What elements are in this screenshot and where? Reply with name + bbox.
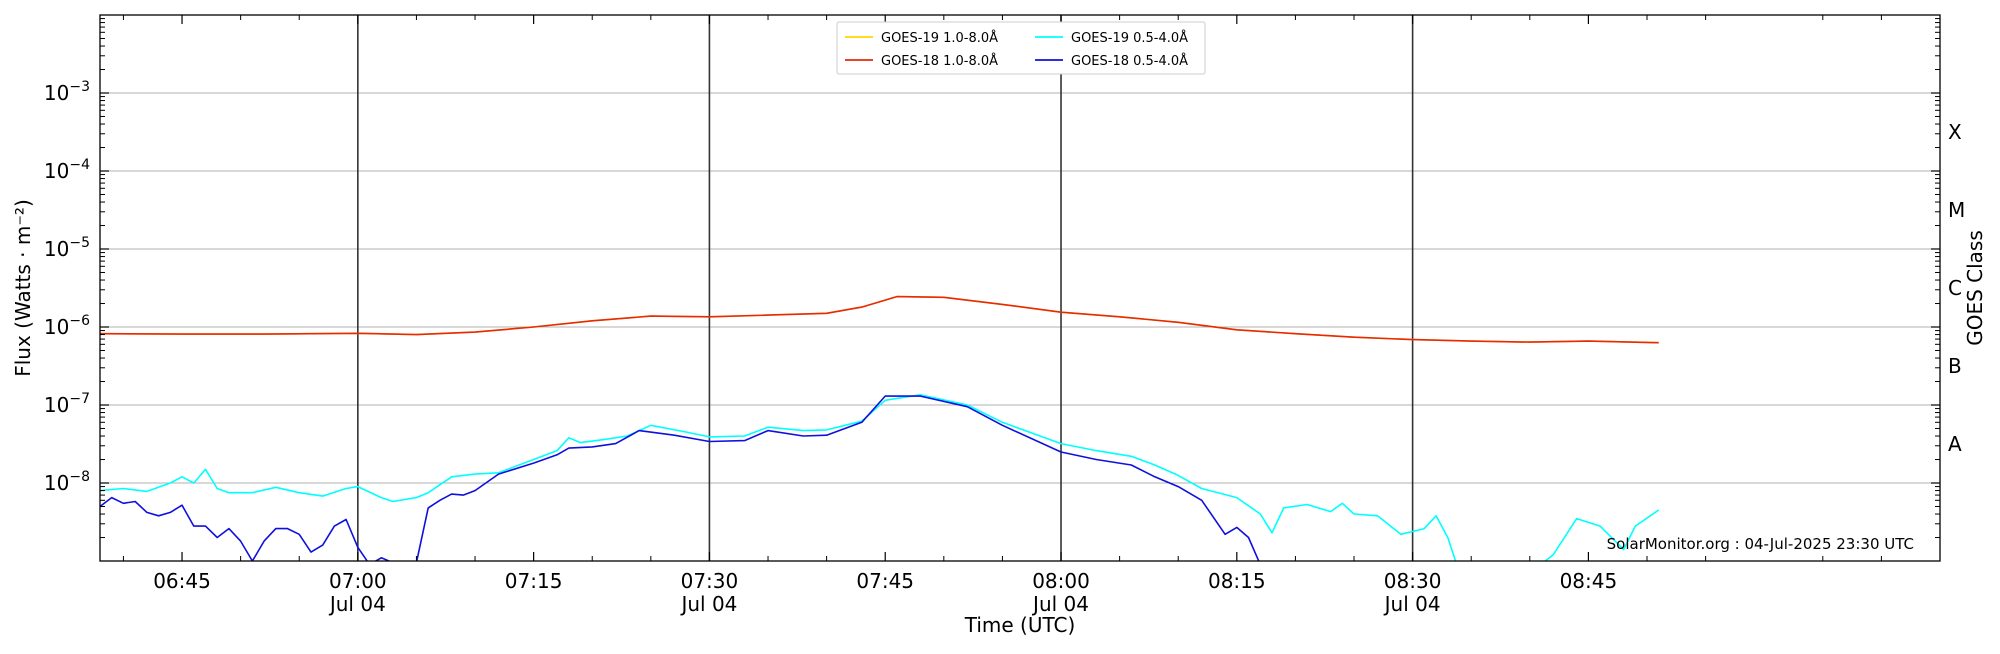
x-tick-label: 07:45 [856, 569, 914, 593]
y-axis-title: Flux (Watts · m⁻²) [11, 199, 35, 377]
x-tick-label: 07:00 [329, 569, 387, 593]
series-line-4 [100, 395, 1260, 561]
x-tick-label: 06:45 [153, 569, 211, 593]
x-tick-date-label: Jul 04 [679, 592, 737, 616]
legend-label: GOES-19 0.5-4.0Å [1071, 30, 1188, 46]
goes-class-label-a: A [1948, 432, 1962, 456]
y-tick-label: 10−5 [44, 235, 90, 261]
x-tick-label: 08:00 [1032, 569, 1090, 593]
goes-class-label-c: C [1948, 276, 1962, 300]
x-tick-date-label: Jul 04 [328, 592, 386, 616]
date-vertical-lines [357, 15, 1414, 561]
x-tick-label: 08:30 [1384, 569, 1442, 593]
goes-class-label-m: M [1948, 198, 1965, 222]
y-tick-label: 10−3 [44, 79, 90, 105]
grid-lines [100, 92, 1940, 484]
legend-box [836, 21, 1206, 75]
series-line-1 [100, 295, 1659, 344]
series-line-2 [100, 295, 1659, 344]
x-axis-title: Time (UTC) [964, 613, 1076, 637]
legend: GOES-19 1.0-8.0Å GOES-18 1.0-8.0Å GOES-19 … [836, 21, 1206, 75]
x-tick-label: 08:45 [1560, 569, 1618, 593]
goes-class-label-x: X [1948, 120, 1962, 144]
y-tick-label: 10−7 [44, 391, 90, 417]
axis-ticks [100, 15, 1940, 561]
x-tick-label: 08:15 [1208, 569, 1266, 593]
legend-label: GOES-19 1.0-8.0Å [881, 30, 998, 46]
x-tick-date-label: Jul 04 [1031, 592, 1089, 616]
source-annotation: SolarMonitor.org : 04-Jul-2025 23:30 UTC [1607, 535, 1914, 553]
x-tick-label: 07:30 [681, 569, 739, 593]
y-tick-label: 10−4 [44, 157, 90, 183]
y-tick-label: 10−8 [44, 469, 90, 495]
plot-frame [99, 14, 1941, 562]
legend-label: GOES-18 0.5-4.0Å [1071, 53, 1188, 69]
y-tick-label: 10−6 [44, 313, 90, 339]
right-axis-title: GOES Class [1963, 230, 1987, 346]
x-tick-date-label: Jul 04 [1383, 592, 1441, 616]
series-lines [100, 295, 1660, 561]
x-tick-label: 07:15 [505, 569, 563, 593]
legend-label: GOES-18 1.0-8.0Å [881, 53, 998, 69]
goes-class-label-b: B [1948, 354, 1962, 378]
series-line-3 [100, 394, 1660, 561]
